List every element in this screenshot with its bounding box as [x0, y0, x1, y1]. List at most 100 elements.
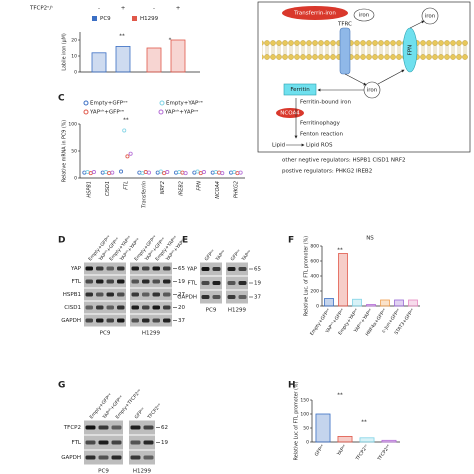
- data-point: [122, 128, 127, 133]
- blot-band: [131, 266, 139, 271]
- panel-letter: H: [288, 381, 296, 391]
- bar: [170, 39, 186, 73]
- data-point: [85, 170, 90, 175]
- blot-band: [85, 318, 93, 323]
- blot-band: [106, 305, 114, 310]
- data-point: [88, 171, 93, 176]
- size-marker: 19: [161, 440, 168, 446]
- blot-band: [152, 292, 160, 297]
- condition-sign: +: [176, 6, 181, 12]
- y-tick-label: 200: [310, 289, 319, 295]
- bar: [381, 439, 397, 443]
- data-point: [183, 171, 188, 176]
- cell-line-label: PC9: [100, 331, 111, 337]
- blot-band: [142, 318, 150, 323]
- blot-strip: [226, 276, 248, 290]
- blot-band: [163, 292, 171, 297]
- lane-label: TFCP2ᵒᵉ: [146, 402, 163, 421]
- data-point: [165, 170, 170, 175]
- y-tick-label: 0: [316, 304, 319, 310]
- blot-band: [117, 279, 125, 284]
- blot-band: [163, 266, 171, 271]
- blot-band: [238, 281, 247, 285]
- blot-band: [142, 266, 150, 271]
- size-marker: 19: [178, 279, 185, 285]
- blot-band: [152, 279, 160, 284]
- bar: [394, 299, 404, 307]
- data-point: [229, 170, 234, 175]
- blot-strip: [129, 420, 155, 435]
- diagram-label: Fenton reaction: [300, 132, 343, 138]
- blot-strip: [130, 301, 172, 314]
- row-label: TFCP2ᵒ/ᶜ: [29, 6, 53, 12]
- diagram-label: other negtive regulators: HSPB1 CISD1 NR…: [282, 158, 405, 164]
- size-marker: 65: [254, 267, 261, 273]
- blot-strip: [84, 262, 126, 275]
- blot-band: [152, 305, 160, 310]
- diagram-label: Ferritinophagy: [300, 121, 341, 127]
- x-tick-label: GFPᵒᵉ: [314, 444, 326, 458]
- y-tick-label: 600: [310, 259, 319, 265]
- transferrin-shape: [282, 6, 348, 20]
- blot-band: [98, 455, 109, 460]
- blot-band: [85, 279, 93, 284]
- diagram-label: Lipid ROS: [306, 143, 333, 149]
- blot-band: [227, 281, 236, 285]
- size-marker: 65: [178, 266, 185, 272]
- blot-band: [131, 292, 139, 297]
- blot-strip: [84, 275, 126, 288]
- lane-label: YAPᵒᵉ: [214, 249, 227, 263]
- data-point: [213, 170, 218, 175]
- bar: [337, 435, 353, 443]
- blot-band: [130, 455, 141, 460]
- data-point: [162, 171, 167, 176]
- bar: [324, 298, 334, 307]
- x-tick-label: PHKG2: [233, 181, 239, 198]
- diagram-label: iron: [359, 13, 370, 19]
- arrow: [409, 20, 425, 29]
- x-tick-label: NRF2: [160, 181, 166, 194]
- y-tick-label: 50: [303, 426, 309, 432]
- blot-strip: [200, 262, 222, 276]
- data-point: [220, 171, 225, 176]
- cell-line-label: PC9: [98, 469, 109, 474]
- bar: [338, 253, 348, 307]
- blot-strip: [129, 450, 155, 465]
- diagram-label: Transferrin-iron: [293, 11, 336, 17]
- row-label: HSPB1: [63, 292, 81, 298]
- data-point: [125, 154, 130, 159]
- blot-band: [85, 440, 96, 445]
- blot-band: [117, 292, 125, 297]
- row-label: CISD1: [64, 305, 81, 311]
- blot-strip: [129, 435, 155, 450]
- blot-strip: [84, 314, 126, 327]
- bar: [91, 52, 107, 73]
- bar: [146, 47, 162, 73]
- legend-swatch: [92, 16, 97, 21]
- blot-strip: [226, 290, 248, 304]
- data-point: [103, 170, 108, 175]
- bar: [408, 299, 418, 307]
- blot-band: [152, 266, 160, 271]
- blot-strip: [226, 262, 248, 276]
- blot-band: [163, 279, 171, 284]
- iron-shape: [353, 8, 375, 22]
- blot-band: [227, 267, 236, 271]
- blot-band: [143, 425, 154, 430]
- significance: *: [169, 38, 172, 44]
- data-point: [201, 170, 206, 175]
- blot-band: [111, 425, 122, 430]
- blot-band: [111, 455, 122, 460]
- y-axis-label: Relative mRNA in PC9 (%): [62, 120, 68, 182]
- blot-band: [96, 266, 104, 271]
- lane-label: GFPᵒᵉ: [204, 249, 217, 263]
- blot-band: [142, 279, 150, 284]
- y-tick-label: 100: [300, 412, 309, 418]
- data-point: [91, 170, 96, 175]
- diagram-label: Ferritin: [290, 87, 310, 93]
- x-tick-label: FPN: [197, 181, 203, 191]
- data-point: [137, 170, 142, 175]
- blot-band: [238, 295, 247, 299]
- y-axis-label: Labile iron (μM): [62, 33, 68, 71]
- legend-label: Empty+YAPᵒᵉ: [166, 101, 203, 107]
